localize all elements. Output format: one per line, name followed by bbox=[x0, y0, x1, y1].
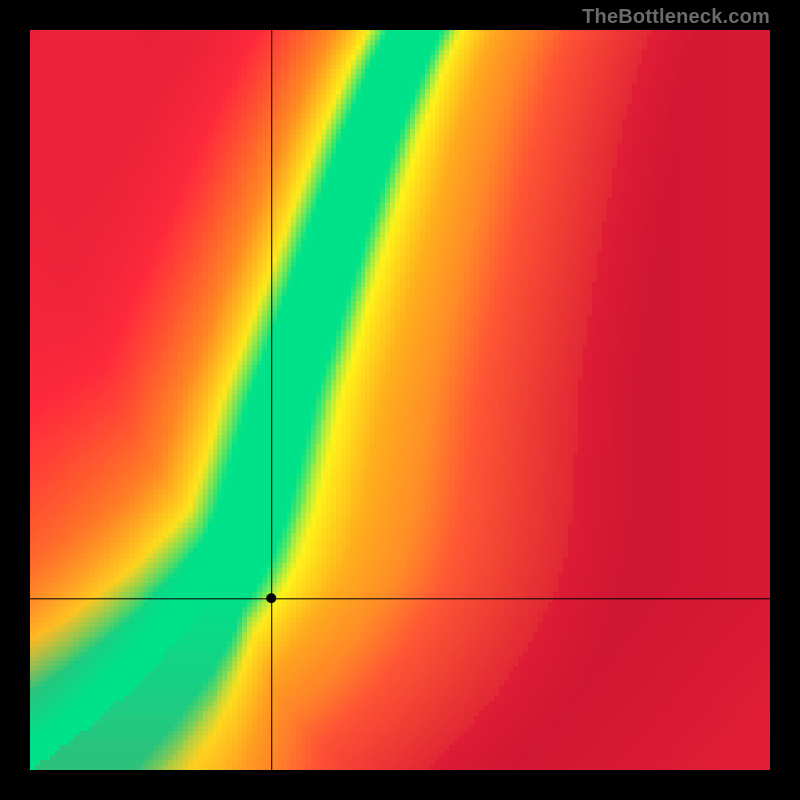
bottleneck-heatmap bbox=[30, 30, 770, 770]
watermark-text: TheBottleneck.com bbox=[582, 6, 770, 29]
